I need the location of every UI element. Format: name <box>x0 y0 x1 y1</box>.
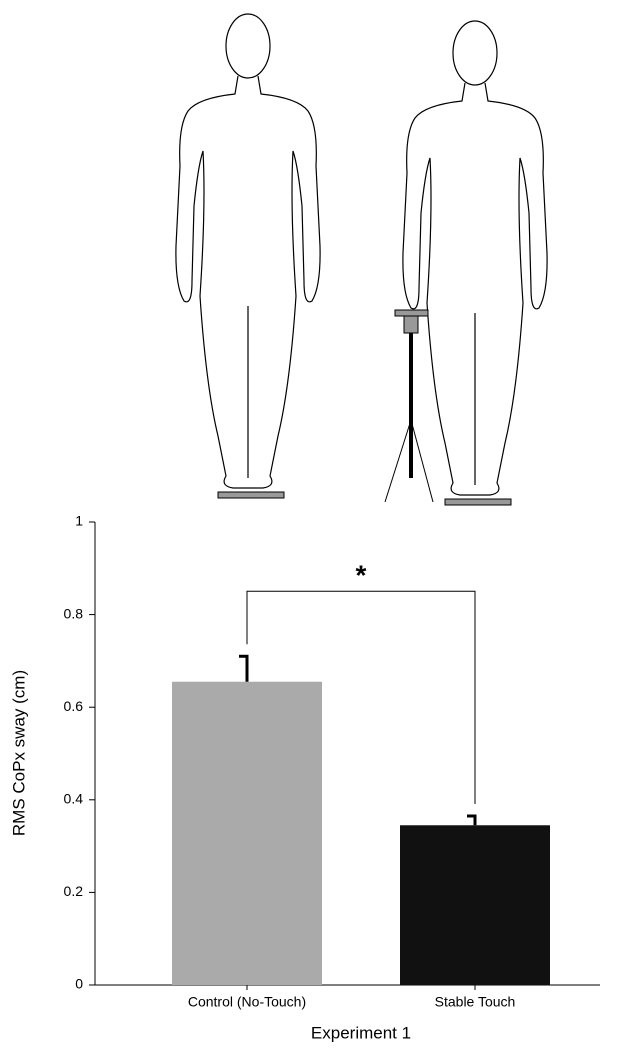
figure-control <box>176 14 320 488</box>
figure-touch <box>403 21 547 495</box>
touch-stand <box>385 310 433 502</box>
y-tick-label: 0.2 <box>64 883 84 899</box>
force-plate <box>445 499 511 505</box>
bar <box>172 682 322 985</box>
y-tick-label: 0.8 <box>64 605 84 621</box>
y-axis-title: RMS CoPx sway (cm) <box>9 670 28 836</box>
y-tick-label: 0.6 <box>64 698 84 714</box>
chart: RMS CoPx sway (cm) Experiment 1 0 0.2 0.4 0… <box>0 0 621 1049</box>
y-tick-label: 0 <box>75 976 83 992</box>
significance-marker: * <box>356 560 367 591</box>
y-tick-label: 1 <box>75 513 83 529</box>
x-tick-label: Stable Touch <box>435 994 516 1010</box>
y-tick-label: 0.4 <box>64 791 84 807</box>
bar <box>400 825 550 985</box>
force-plate <box>218 492 284 498</box>
illustration <box>176 14 547 505</box>
x-axis-title: Experiment 1 <box>311 1023 411 1042</box>
x-tick-label: Control (No-Touch) <box>188 994 306 1010</box>
